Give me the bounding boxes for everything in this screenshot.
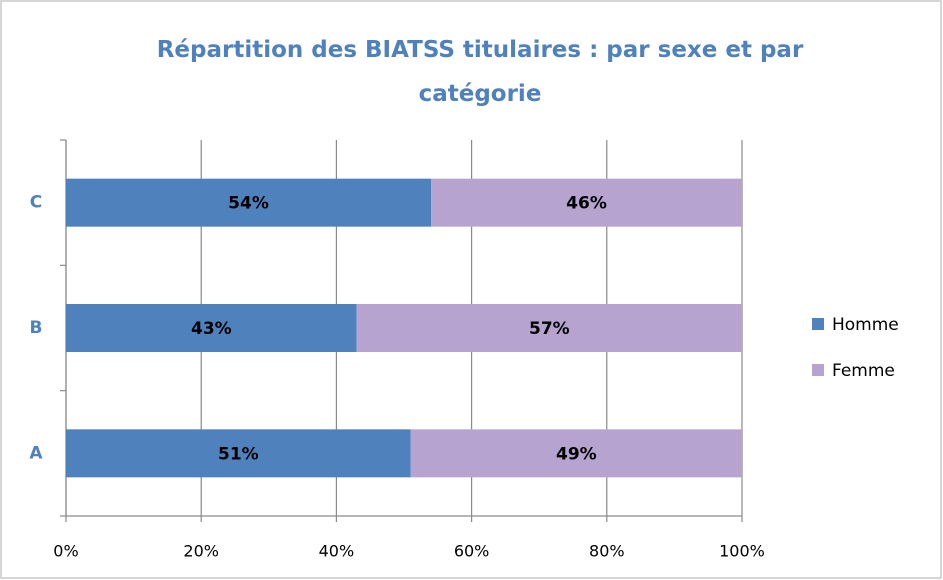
- x-tick-label: 40%: [319, 542, 355, 561]
- data-label: 54%: [228, 194, 269, 214]
- bar-segment: [356, 304, 742, 352]
- x-tick-label: 0%: [53, 542, 78, 561]
- legend-label: Homme: [832, 315, 899, 335]
- data-label: 51%: [218, 444, 259, 464]
- data-label: 49%: [556, 444, 597, 464]
- x-tick-label: 100%: [719, 542, 765, 561]
- y-tick-label: B: [30, 318, 43, 338]
- bar-segment: [66, 178, 432, 227]
- chart-title: Répartition des BIATSS titulaires : par …: [156, 37, 804, 107]
- data-label: 46%: [566, 194, 607, 214]
- legend-swatch: [812, 364, 824, 376]
- x-tick-label: 80%: [589, 542, 625, 561]
- legend-swatch: [812, 318, 824, 330]
- bar-segment: [431, 178, 742, 227]
- legend-label: Femme: [832, 361, 895, 381]
- y-tick-label: A: [29, 443, 43, 463]
- x-tick-label: 60%: [454, 542, 490, 561]
- y-tick-label: C: [30, 193, 42, 213]
- bar-segment: [66, 429, 411, 478]
- data-label: 57%: [529, 319, 570, 339]
- bar-segment: [410, 429, 742, 478]
- data-label: 43%: [191, 319, 232, 339]
- x-tick-label: 20%: [183, 542, 219, 561]
- bar-segment: [66, 304, 357, 352]
